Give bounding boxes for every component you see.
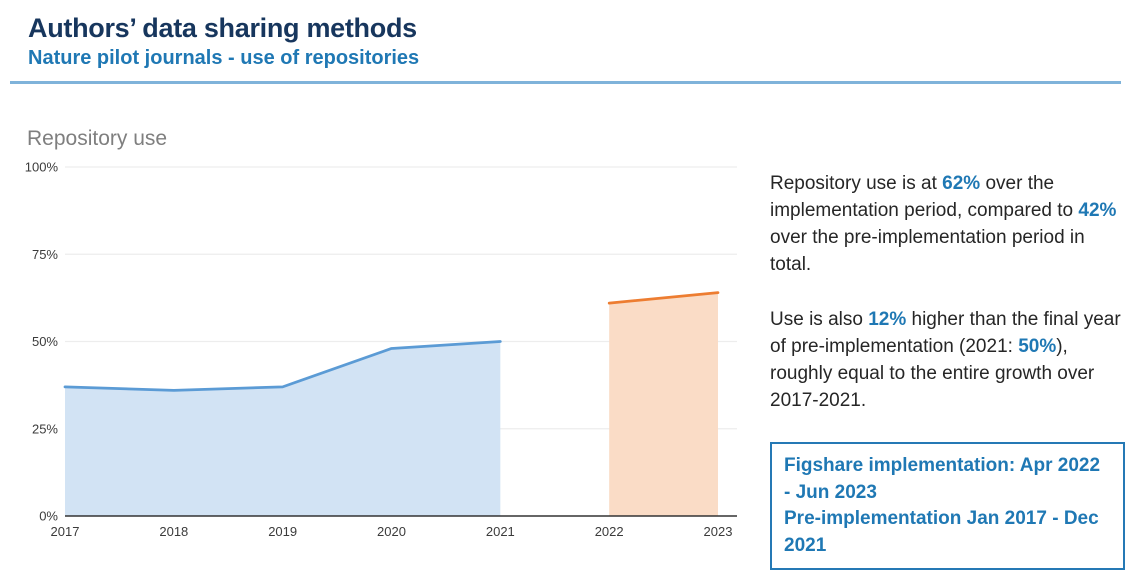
highlight-stat: 12%: [868, 309, 907, 331]
chart-title: Repository use: [27, 127, 168, 151]
y-axis-tick-label: 0%: [39, 509, 58, 524]
y-axis-tick-label: 100%: [25, 160, 59, 175]
commentary-paragraph-2: Use is also 12% higher than the final ye…: [770, 306, 1125, 414]
commentary-paragraph-1: Repository use is at 62% over the implem…: [770, 170, 1125, 278]
text-segment: higher than the final year of pre-implem…: [770, 309, 1121, 358]
header-divider-rule: [10, 81, 1121, 85]
text-segment: Use is also: [770, 309, 869, 331]
implementation-period-note-box: Figshare implementation: Apr 2022 - Jun …: [770, 442, 1125, 571]
page-title: Authors’ data sharing methods: [28, 13, 417, 43]
x-axis-tick-label: 2021: [486, 524, 515, 539]
area-fill: [65, 341, 501, 517]
repository-use-area-chart: 0% 25% 50% 75% 100% 2017 2018 2019 2020 2021 2022 2…: [25, 160, 737, 539]
page-subtitle: Nature pilot journals - use of repositor…: [28, 47, 420, 70]
series-line: [63, 340, 502, 392]
highlight-stat: 50%: [1018, 336, 1057, 358]
x-axis-tick-label: 2019: [268, 524, 297, 539]
text-segment: Repository use is at: [770, 173, 943, 195]
commentary-column: Repository use is at 62% over the implem…: [770, 170, 1125, 571]
x-axis-tick-label: 2022: [595, 524, 624, 539]
highlight-stat: 62%: [942, 173, 981, 195]
y-axis-tick-label: 75%: [32, 247, 58, 262]
y-axis-tick-label: 25%: [32, 421, 58, 436]
text-segment: over the implementation period, compared…: [770, 173, 1079, 222]
y-axis-tick-label: 50%: [32, 334, 58, 349]
text-segment: over the pre-implementation period in to…: [770, 227, 1085, 276]
x-axis-tick-label: 2020: [377, 524, 406, 539]
x-axis-tick-label: 2023: [704, 524, 733, 539]
area-fill: [609, 292, 718, 517]
chart-section: Repository use 0% 25% 50% 75% 100% 2017 2018 20…: [20, 84, 760, 570]
text-segment: ), roughly equal to the entire growth ov…: [770, 336, 1095, 412]
x-axis-tick-label: 2018: [159, 524, 188, 539]
note-line: Figshare implementation: Apr 2022 - Jun …: [784, 455, 1101, 503]
x-axis-tick-label: 2017: [51, 524, 80, 539]
series-line: [607, 291, 720, 305]
page-header: Authors’ data sharing methods Nature pil…: [0, 0, 1131, 70]
highlight-stat: 42%: [1078, 200, 1117, 222]
note-line: Pre-implementation Jan 2017 - Dec 2021: [784, 508, 1099, 556]
main-content: Repository use 0% 25% 50% 75% 100% 2017 2018 20…: [0, 84, 1131, 571]
